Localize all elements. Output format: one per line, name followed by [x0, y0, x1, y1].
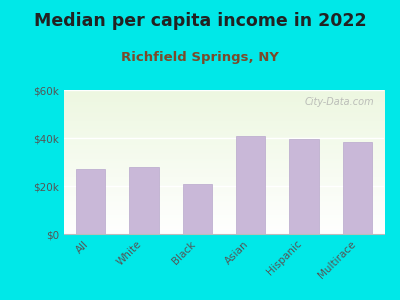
Text: Median per capita income in 2022: Median per capita income in 2022 [34, 12, 366, 30]
Bar [183, 184, 212, 234]
Text: City-Data.com: City-Data.com [305, 97, 374, 107]
Bar [76, 169, 105, 234]
Bar [289, 139, 319, 234]
Bar [343, 142, 372, 234]
Text: Richfield Springs, NY: Richfield Springs, NY [121, 51, 279, 64]
Bar [236, 136, 265, 234]
Bar [129, 167, 159, 234]
